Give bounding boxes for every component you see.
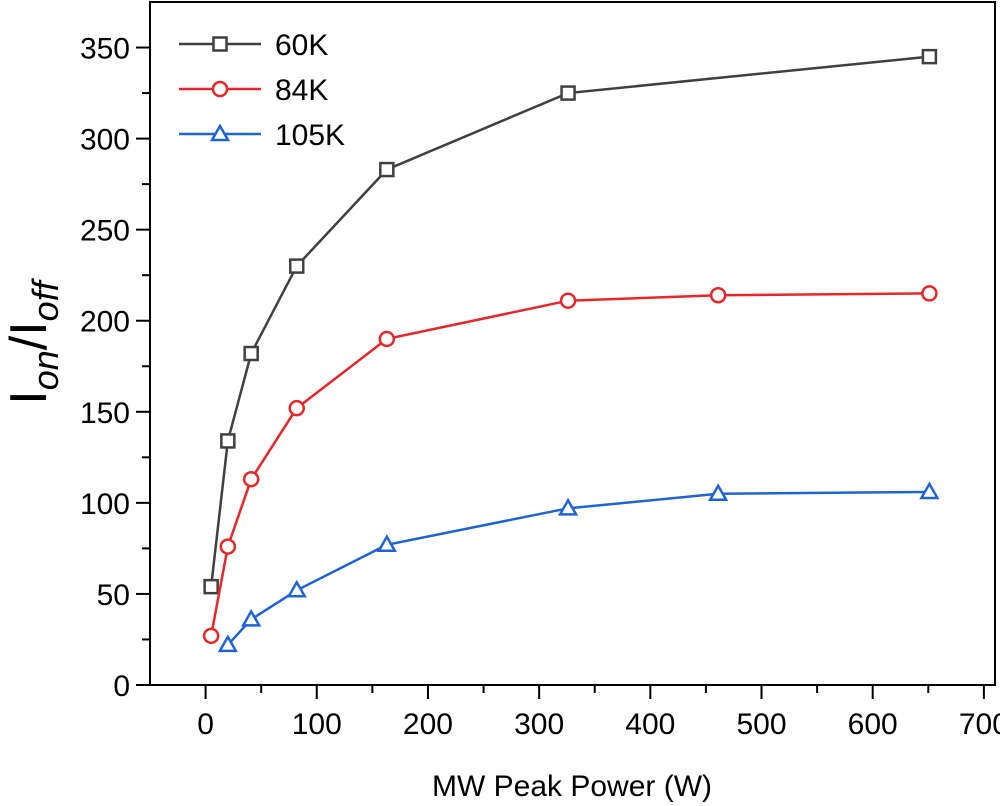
y-tick-label: 100 [80,488,130,521]
data-point [217,634,238,653]
x-tick-label: 100 [292,708,342,741]
data-point [288,399,306,417]
series-layer [202,48,940,653]
y-axis: 0 50 100 150 200 250 300 350 [80,33,150,703]
data-point [919,481,940,500]
legend-label: 105K [275,119,345,152]
legend-item: 84K [179,74,328,107]
series-84K [202,285,938,645]
legend-marker [209,123,231,142]
x-tick-label: 400 [625,708,675,741]
data-point [921,48,938,65]
legend-item: 105K [179,119,345,152]
y-axis-title: Ion/Ioff [0,277,66,404]
legend-marker [212,36,228,52]
data-point [286,579,307,598]
x-tick-label: 300 [514,708,564,741]
data-point [557,497,579,516]
data-point [289,258,305,274]
y-axis-title-sub-on: on [25,350,66,390]
data-point [707,483,729,502]
x-tick-label: 0 [197,708,214,741]
legend-item: 60K [179,29,328,62]
data-point [220,433,236,449]
y-tick-label: 150 [80,397,130,430]
y-tick-label: 250 [80,215,130,248]
legend-label: 84K [275,74,328,107]
y-tick-label: 300 [80,124,130,157]
y-tick-label: 350 [80,33,130,66]
data-point [921,285,938,302]
data-point [379,161,395,178]
data-point [709,286,727,304]
data-point [560,85,576,101]
y-tick-label: 200 [80,306,130,339]
plot-frame [149,1,996,686]
x-tick-label: 200 [403,708,453,741]
legend-label: 60K [275,29,328,62]
data-point [243,345,259,362]
series-60K [203,48,938,595]
series-105K [217,481,940,653]
legend: 60K 84K 105K [179,29,345,152]
data-point [559,292,577,309]
data-point [202,627,220,645]
x-tick-label: 600 [848,708,898,741]
data-point [242,470,260,488]
y-axis-title-sep: /I [0,321,58,350]
x-tick-label: 500 [736,708,786,741]
x-tick-label: 700 [959,708,1000,741]
data-point [378,330,396,348]
y-axis-title-sub-off: off [25,277,66,321]
data-point [241,608,262,627]
series-line [209,292,930,637]
y-tick-label: 0 [113,670,130,703]
y-tick-label: 50 [97,579,130,612]
data-point [376,534,397,553]
x-axis: 0 100 200 300 400 500 600 700 [197,685,1000,741]
y-axis-title-main: I [0,390,58,404]
x-axis-title: MW Peak Power (W) [432,770,712,803]
series-line [226,490,930,646]
data-point [219,538,237,555]
data-point [203,578,219,595]
legend-marker [211,80,229,98]
